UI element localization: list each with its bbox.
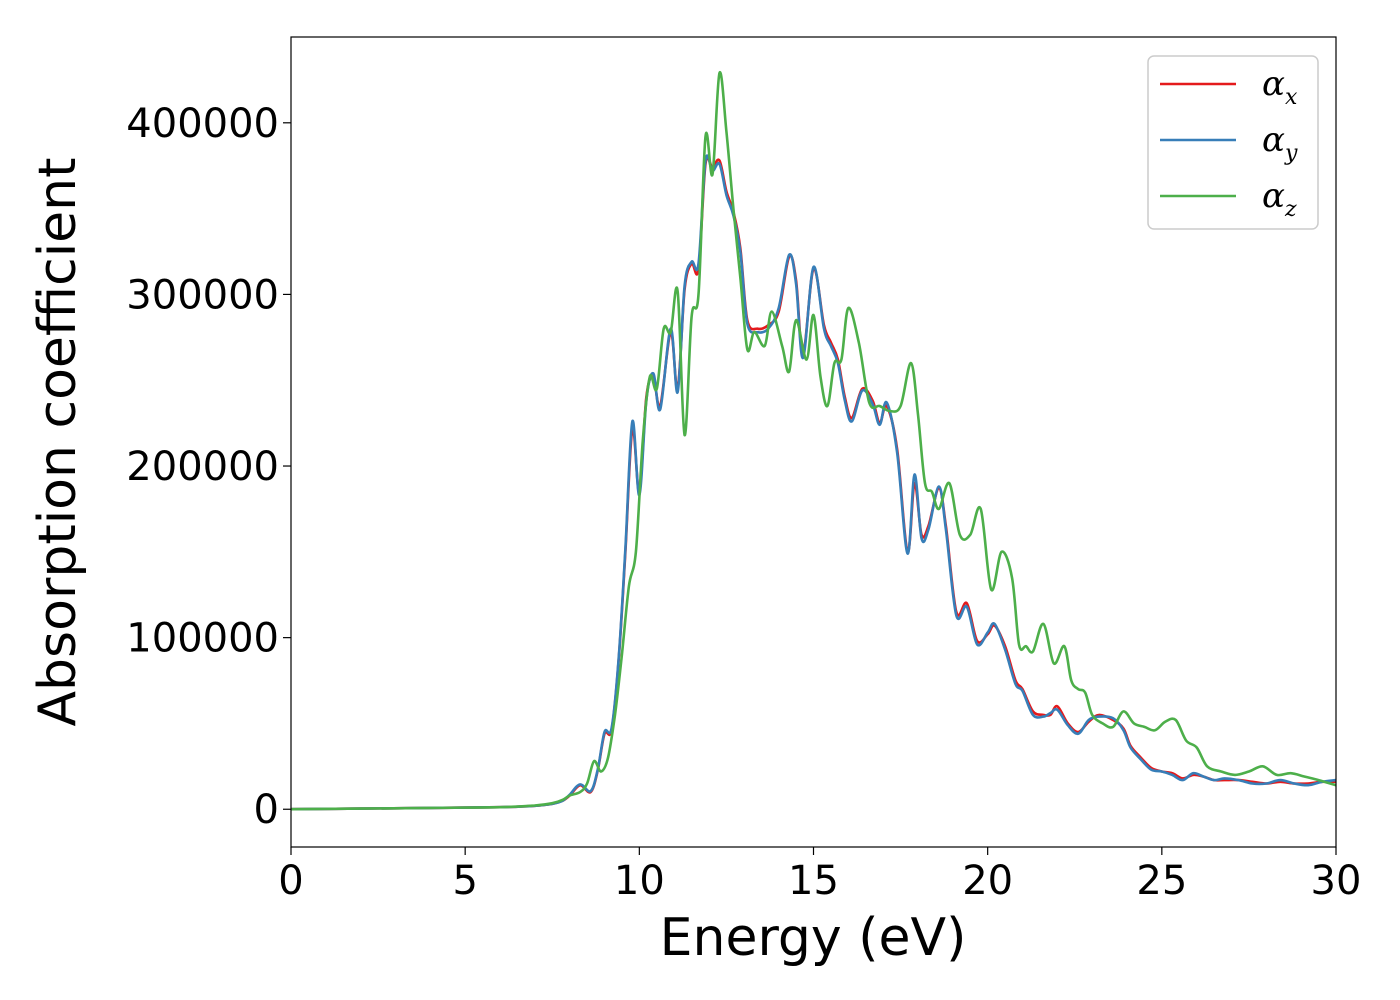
x-tick-label: 30 bbox=[1311, 858, 1362, 904]
x-tick-label: 25 bbox=[1136, 858, 1187, 904]
x-axis-label: Energy (eV) bbox=[660, 908, 967, 968]
y-axis: 0 100000 200000 300000 400000 bbox=[126, 101, 291, 833]
x-tick-label: 10 bbox=[614, 858, 665, 904]
y-tick-label: 200000 bbox=[126, 444, 279, 490]
y-tick-label: 300000 bbox=[126, 272, 279, 318]
series-layer bbox=[290, 71, 1337, 811]
y-tick-label: 100000 bbox=[126, 616, 279, 662]
x-tick-label: 5 bbox=[452, 858, 477, 904]
y-tick-label: 0 bbox=[254, 787, 279, 833]
x-axis: 0 5 10 15 20 25 30 bbox=[278, 847, 1361, 904]
x-tick-label: 0 bbox=[278, 858, 303, 904]
x-tick-label: 15 bbox=[788, 858, 839, 904]
series-line-y bbox=[290, 154, 1337, 811]
y-tick-label: 400000 bbox=[126, 101, 279, 147]
series-line-z bbox=[290, 71, 1337, 811]
x-tick-label: 20 bbox=[962, 858, 1013, 904]
y-axis-label: Absorption coefficient bbox=[28, 157, 88, 726]
legend-box bbox=[1147, 55, 1319, 230]
